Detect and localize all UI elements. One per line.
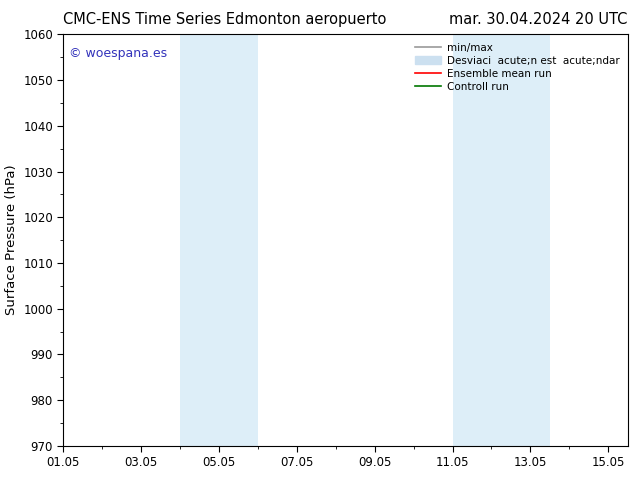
Bar (453, 34, 491, 446)
Y-axis label: Surface Pressure (hPa): Surface Pressure (hPa) (4, 165, 18, 316)
Text: CMC-ENS Time Series Edmonton aeropuerto: CMC-ENS Time Series Edmonton aeropuerto (63, 12, 387, 27)
Text: mar. 30.04.2024 20 UTC: mar. 30.04.2024 20 UTC (450, 12, 628, 27)
Legend: min/max, Desviaci  acute;n est  acute;ndar, Ensemble mean run, Controll run: min/max, Desviaci acute;n est acute;ndar… (412, 40, 623, 95)
Bar (180, 34, 258, 446)
Bar (491, 34, 550, 446)
Text: © woespana.es: © woespana.es (69, 47, 167, 60)
